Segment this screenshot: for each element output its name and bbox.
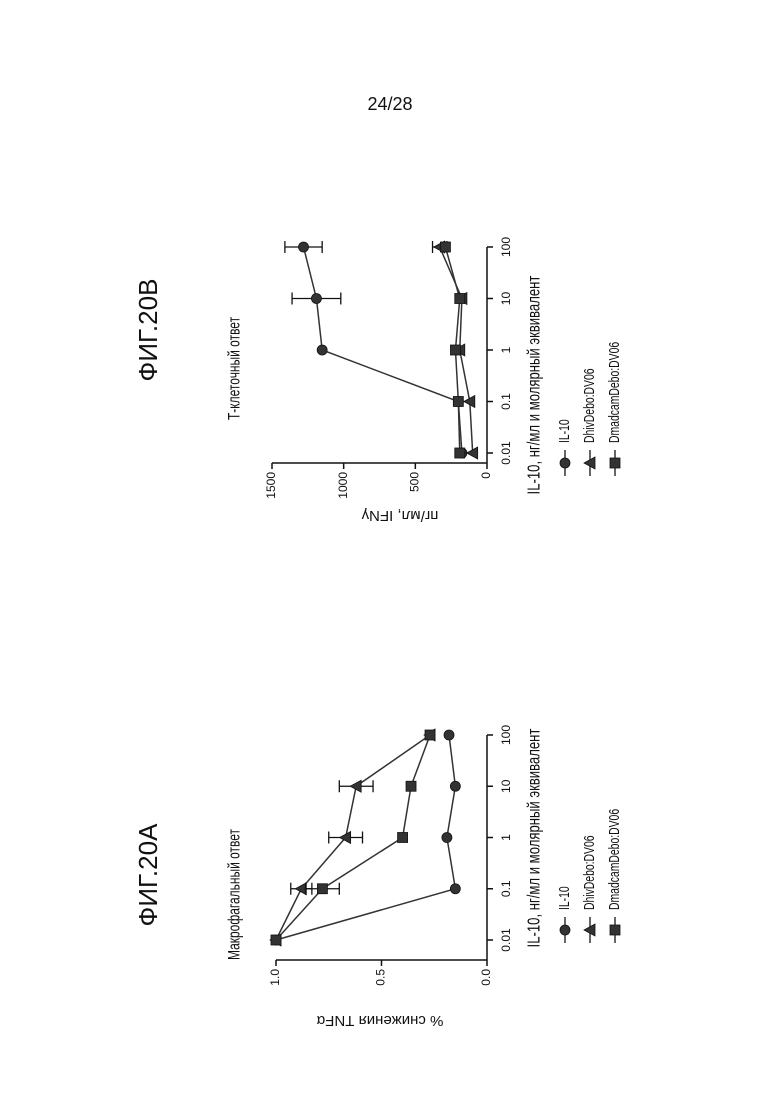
x-tick-label: 100 bbox=[499, 725, 513, 745]
page: 24/28 ФИГ.20А Макрофагальный ответ % сниже… bbox=[0, 0, 780, 1103]
x-tick-label: 0.01 bbox=[499, 441, 513, 465]
data-point bbox=[299, 242, 309, 252]
page-number: 24/28 bbox=[367, 94, 412, 114]
y-tick-label: 1.0 bbox=[268, 969, 282, 986]
legend-marker bbox=[610, 925, 620, 935]
x-tick-label: 0.01 bbox=[499, 928, 513, 952]
legend-marker bbox=[610, 458, 620, 468]
data-point bbox=[455, 448, 465, 458]
legend-label: IL-10 bbox=[556, 419, 572, 443]
data-point bbox=[442, 833, 452, 843]
data-point bbox=[406, 781, 416, 791]
legend-label: DmadcamDebo:DV06 bbox=[606, 342, 622, 443]
x-tick-label: 1 bbox=[499, 346, 513, 353]
legend-marker bbox=[560, 925, 570, 935]
data-point bbox=[455, 294, 465, 304]
legend-marker bbox=[560, 458, 570, 468]
y-tick-label: 1000 bbox=[336, 472, 350, 499]
data-point bbox=[453, 397, 463, 407]
data-point bbox=[450, 345, 460, 355]
background bbox=[0, 0, 780, 1103]
data-point bbox=[271, 935, 281, 945]
data-point bbox=[317, 884, 327, 894]
data-point bbox=[440, 242, 450, 252]
data-point bbox=[398, 833, 408, 843]
x-tick-label: 100 bbox=[499, 237, 513, 257]
x-tick-label: 10 bbox=[499, 292, 513, 306]
y-tick-label: 0.5 bbox=[374, 969, 388, 986]
x-axis-label: IL-10, нг/мл и молярный эквивалент bbox=[525, 729, 544, 948]
data-point bbox=[317, 345, 327, 355]
legend-label: DhivDebo:DV06 bbox=[581, 835, 597, 910]
data-point bbox=[450, 781, 460, 791]
figure-title: ФИГ.20А bbox=[133, 823, 163, 927]
figure-title: ФИГ.20В bbox=[133, 279, 163, 382]
x-tick-label: 0.1 bbox=[499, 880, 513, 897]
data-point bbox=[425, 730, 435, 740]
y-tick-label: 0.0 bbox=[479, 969, 493, 986]
x-tick-label: 0.1 bbox=[499, 393, 513, 410]
y-axis-label: % снижения TNFα bbox=[316, 1012, 443, 1029]
data-point bbox=[311, 294, 321, 304]
legend-label: DhivDebo:DV06 bbox=[581, 368, 597, 443]
data-point bbox=[450, 884, 460, 894]
subtitle: Т-клеточный ответ bbox=[226, 317, 244, 420]
data-point bbox=[444, 730, 454, 740]
legend-label: DmadcamDebo:DV06 bbox=[606, 809, 622, 910]
x-axis-label: IL-10, нг/мл и молярный эквивалент bbox=[525, 276, 544, 495]
y-tick-label: 0 bbox=[479, 472, 493, 479]
x-tick-label: 1 bbox=[499, 834, 513, 841]
y-tick-label: 1500 bbox=[264, 472, 278, 499]
subtitle: Макрофагальный ответ bbox=[226, 829, 244, 960]
legend-label: IL-10 bbox=[556, 886, 572, 910]
y-axis-label: пг/мл, IFNγ bbox=[361, 507, 438, 524]
x-tick-label: 10 bbox=[499, 779, 513, 793]
y-tick-label: 500 bbox=[408, 472, 422, 492]
